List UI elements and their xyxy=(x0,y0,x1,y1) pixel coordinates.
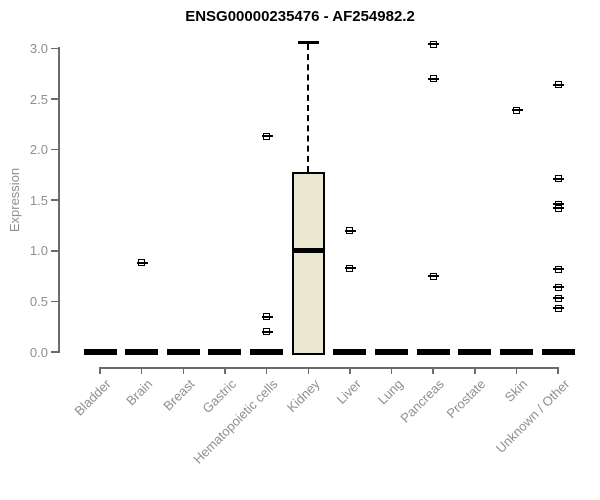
outlier-dash-icon xyxy=(553,307,565,310)
y-tick-label-3.0: 3.0 xyxy=(29,40,48,56)
x-tick-pancreas xyxy=(432,368,434,374)
y-tick-label-1.5: 1.5 xyxy=(29,192,48,208)
y-tick-2.5 xyxy=(51,98,59,100)
outlier-dash-icon xyxy=(553,83,565,86)
outlier-point-liver xyxy=(344,264,356,272)
y-tick-label-2.5: 2.5 xyxy=(29,91,48,107)
y-tick-0.0 xyxy=(51,351,59,353)
x-tick-label-skin: Skin xyxy=(501,376,531,405)
zero-box-lung xyxy=(375,349,409,355)
outlier-dash-icon xyxy=(553,286,565,289)
x-tick-liver xyxy=(349,368,351,374)
x-tick-lung xyxy=(390,368,393,374)
whisker-cap-kidney xyxy=(297,40,319,44)
x-tick-prostate xyxy=(474,368,476,374)
outlier-point-unknown-other xyxy=(553,175,565,183)
outlier-dash-icon xyxy=(136,261,148,264)
median-kidney xyxy=(291,248,325,254)
x-tick-unknown-other xyxy=(557,368,559,374)
outlier-dash-icon xyxy=(553,203,565,206)
x-tick-gastric xyxy=(224,368,226,374)
zero-box-gastric xyxy=(208,349,242,355)
zero-box-pancreas xyxy=(416,349,450,355)
outlier-point-hematopoietic-cells xyxy=(261,132,273,140)
y-tick-2.0 xyxy=(51,148,59,151)
outlier-point-unknown-other xyxy=(553,265,565,273)
zero-box-liver xyxy=(333,349,367,355)
x-tick-skin xyxy=(515,368,518,374)
x-tick-label-unknown-other: Unknown / Other xyxy=(492,376,573,456)
box-kidney xyxy=(291,171,325,355)
zero-box-hematopoietic-cells xyxy=(250,349,284,355)
zero-box-prostate xyxy=(458,349,492,355)
outlier-point-unknown-other xyxy=(553,204,565,212)
x-tick-label-breast: Breast xyxy=(160,376,198,414)
outlier-dash-icon xyxy=(553,177,565,180)
zero-box-breast xyxy=(166,349,200,355)
y-tick-1.5 xyxy=(51,199,59,201)
y-tick-3.0 xyxy=(51,47,59,50)
outlier-dash-icon xyxy=(261,330,273,333)
y-tick-label-0.0: 0.0 xyxy=(29,344,48,360)
x-tick-label-liver: Liver xyxy=(333,376,364,407)
outlier-dash-icon xyxy=(428,77,440,80)
y-tick-0.5 xyxy=(51,300,59,303)
zero-box-brain xyxy=(125,349,159,355)
x-tick-label-prostate: Prostate xyxy=(443,376,489,422)
outlier-dash-icon xyxy=(261,135,273,138)
x-tick-kidney xyxy=(307,368,309,374)
x-tick-label-gastric: Gastric xyxy=(199,376,239,417)
outlier-dash-icon xyxy=(511,109,523,112)
outlier-dash-icon xyxy=(553,207,565,210)
y-tick-label-2.0: 2.0 xyxy=(29,142,48,158)
outlier-dash-icon xyxy=(428,43,440,46)
y-tick-label-1.0: 1.0 xyxy=(29,243,48,259)
x-tick-label-pancreas: Pancreas xyxy=(397,376,448,426)
outlier-point-liver xyxy=(344,227,356,235)
outlier-point-unknown-other xyxy=(553,81,565,89)
outlier-dash-icon xyxy=(261,315,273,318)
outlier-dash-icon xyxy=(344,267,356,269)
outlier-point-brain xyxy=(136,259,148,267)
outlier-point-unknown-other xyxy=(553,294,565,302)
x-tick-label-hematopoietic-cells: Hematopoietic cells xyxy=(190,376,281,467)
outlier-dash-icon xyxy=(553,268,565,271)
zero-box-unknown-other xyxy=(541,349,575,355)
x-tick-hematopoietic-cells xyxy=(265,368,268,374)
x-axis-line xyxy=(99,367,559,369)
x-tick-label-kidney: Kidney xyxy=(283,376,323,416)
x-tick-breast xyxy=(182,368,185,374)
outlier-point-hematopoietic-cells xyxy=(261,313,273,321)
x-tick-label-bladder: Bladder xyxy=(71,376,114,419)
y-tick-label-0.5: 0.5 xyxy=(29,293,48,309)
outlier-point-pancreas xyxy=(428,40,440,48)
zero-box-bladder xyxy=(83,349,117,355)
x-tick-label-brain: Brain xyxy=(123,376,156,409)
x-tick-label-lung: Lung xyxy=(374,376,406,408)
x-tick-brain xyxy=(140,368,143,374)
chart-title: ENSG00000235476 - AF254982.2 xyxy=(185,8,415,25)
outlier-dash-icon xyxy=(344,229,356,232)
zero-box-skin xyxy=(500,349,533,355)
outlier-dash-icon xyxy=(428,275,440,278)
y-tick-1.0 xyxy=(51,250,59,252)
whisker-kidney xyxy=(307,44,309,172)
outlier-point-hematopoietic-cells xyxy=(261,328,273,336)
outlier-dash-icon xyxy=(553,297,565,300)
x-tick-bladder xyxy=(99,368,101,374)
outlier-point-pancreas xyxy=(428,75,440,83)
outlier-point-unknown-other xyxy=(553,283,565,291)
outlier-point-unknown-other xyxy=(553,304,565,312)
outlier-point-skin xyxy=(511,106,523,114)
outlier-point-pancreas xyxy=(428,272,440,280)
